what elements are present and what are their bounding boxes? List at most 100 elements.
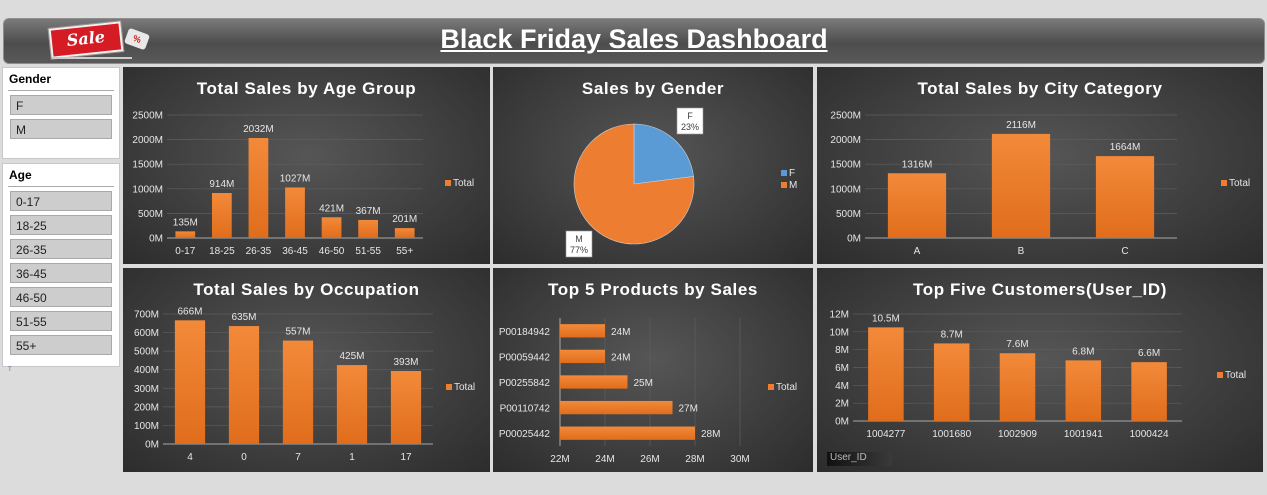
bar [175,231,196,238]
x-tick-label: 0-17 [175,246,195,257]
bar [868,327,904,421]
data-label-box [565,230,593,258]
y-tick-label: P00110742 [500,404,551,415]
legend-item: Total [1217,370,1246,381]
data-label: 201M [392,214,417,225]
stray-text: T [8,367,12,373]
y-tick-label: 0M [145,440,159,451]
data-label: 367M [356,206,381,217]
x-tick-label: 46-50 [319,246,345,257]
bar [560,324,605,338]
y-tick-label: 600M [134,328,159,339]
bar [394,228,415,238]
legend-item: Total [445,178,474,189]
data-label: 77% [570,245,588,255]
bar [285,187,305,238]
data-label: 7.6M [1006,339,1028,350]
y-tick-label: 2000M [830,135,861,146]
x-tick-label: 1001680 [932,429,971,440]
age-slicer: Age 0-17 18-25 26-35 36-45 46-50 51-55 5… [2,163,120,367]
age-group-sales-chart[interactable]: Total Sales by Age Group 0M 500M 1000M 1500… [123,67,490,264]
pie-slice [633,123,694,185]
x-tick-label: 1000424 [1130,429,1169,440]
age-slicer-item-46-50[interactable]: 46-50 [10,287,112,307]
legend-label: M [789,180,798,191]
data-label: 914M [209,179,234,190]
y-tick-label: 0M [149,234,163,245]
y-tick-label: 1000M [830,184,861,195]
data-label-box [676,107,704,135]
y-tick-label: 500M [134,347,159,358]
x-tick-label: 18-25 [209,246,235,257]
y-tick-label: 6M [835,363,849,374]
legend-swatch [781,182,787,189]
y-tick-label: 2500M [132,111,163,122]
legend-item: Total [1221,178,1250,189]
y-tick-label: 400M [134,365,159,376]
bar [228,326,260,444]
top-customers-chart[interactable]: Top Five Customers(User_ID) 0M 2M 4M 6M 8M 10… [817,268,1263,472]
legend-label: Total [453,178,475,189]
age-slicer-item-36-45[interactable]: 36-45 [10,263,112,283]
gender-slicer: Gender F M [2,67,120,159]
occupation-sales-chart[interactable]: Total Sales by Occupation 0M 100M 200M 300M… [123,268,490,472]
data-label: M [575,234,583,244]
data-label: 23% [681,122,699,132]
data-label: 8.7M [941,329,963,340]
chart-plot-area: 0M 100M 200M 300M 400M 500M 600M 700M 666M 4 635M 0… [134,306,433,463]
legend-swatch [1221,180,1227,187]
data-label: 6.6M [1138,348,1160,359]
gender-slicer-item-m[interactable]: M [10,119,112,139]
x-tick-label: 24M [595,454,614,465]
data-label: 393M [393,357,418,368]
age-slicer-item-51-55[interactable]: 51-55 [10,311,112,331]
y-tick-label: 2000M [132,135,163,146]
age-slicer-item-0-17[interactable]: 0-17 [10,191,112,211]
age-slicer-item-55-plus[interactable]: 55+ [10,335,112,355]
y-tick-label: P00025442 [499,429,551,440]
dashboard-title: Black Friday Sales Dashboard [440,24,828,54]
bar [560,375,628,389]
legend-label: Total [1229,178,1251,189]
y-tick-label: 0M [835,417,849,428]
chart-plot-area: 22M 24M 26M 28M 30M 24M P00184942 24M P00059442 2… [499,318,750,465]
slicer-divider [8,184,114,187]
age-slicer-title: Age [9,168,32,182]
y-tick-label: 4M [835,381,849,392]
bar [560,349,605,364]
x-tick-label: C [1121,246,1128,257]
city-category-sales-chart[interactable]: Total Sales by City Category 0M 500M 1000M… [817,67,1263,264]
bar [887,173,947,238]
legend-item: F [781,168,795,179]
data-label: 1027M [280,173,311,184]
y-tick-label: 10M [830,327,849,338]
bar [358,219,379,238]
top-products-chart[interactable]: Top 5 Products by Sales 22M 24M 26M 28M 30M 2… [493,268,813,472]
data-label: 2116M [1006,120,1036,131]
y-tick-label: 12M [830,310,849,321]
bar [336,365,368,444]
user-id-field-button[interactable]: User_ID [827,452,892,466]
x-tick-label: 28M [685,454,704,465]
bar [999,353,1036,421]
y-tick-label: 8M [835,345,849,356]
age-slicer-item-18-25[interactable]: 18-25 [10,215,112,235]
bar [1095,156,1155,238]
y-tick-label: 1500M [830,160,861,171]
x-tick-label: 30M [730,454,749,465]
data-label: 557M [285,327,310,338]
legend-swatch [768,384,774,391]
x-tick-label: 1002909 [998,429,1037,440]
x-tick-label: 51-55 [355,246,381,257]
data-label: 135M [173,217,198,228]
data-label: 24M [611,352,630,363]
gender-slicer-item-f[interactable]: F [10,95,112,115]
legend-label: F [789,168,796,179]
data-label: 1316M [902,159,933,170]
age-slicer-item-26-35[interactable]: 26-35 [10,239,112,259]
bar [560,426,695,440]
x-tick-label: 22M [550,454,569,465]
bar [248,138,269,238]
data-label: 1664M [1110,142,1141,153]
